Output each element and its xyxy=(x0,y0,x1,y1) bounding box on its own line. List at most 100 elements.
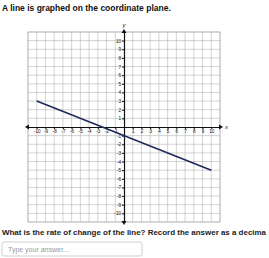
y-tick-label: 9 xyxy=(118,47,121,52)
x-tick: 2 xyxy=(141,127,144,134)
x-tick-label: 4 xyxy=(158,129,161,134)
plot-frame xyxy=(28,32,220,222)
question: What is the rate of change of the line? … xyxy=(2,228,267,237)
y-tick-label: 10 xyxy=(116,39,122,44)
y-tick-label: 8 xyxy=(118,56,121,61)
y-tick: -2 xyxy=(117,142,124,147)
y-tick-label: -10 xyxy=(114,211,121,216)
y-tick: 1 xyxy=(118,116,124,121)
y-tick: -7 xyxy=(117,185,124,190)
y-tick-label: 6 xyxy=(118,73,121,78)
x-tick-label: -3 xyxy=(96,129,101,134)
y-tick-label: -2 xyxy=(117,142,122,147)
y-tick-label: -4 xyxy=(117,160,122,165)
x-tick: -8 xyxy=(53,127,58,134)
x-tick: 3 xyxy=(149,127,152,134)
x-tick: -3 xyxy=(96,127,101,134)
x-tick-label: 2 xyxy=(141,129,144,134)
y-tick: -6 xyxy=(117,177,124,182)
x-tick-label: 7 xyxy=(184,129,187,134)
y-tick-mark xyxy=(122,213,124,214)
x-tick: -7 xyxy=(61,127,66,134)
x-tick: 9 xyxy=(202,127,205,134)
x-tick: 10 xyxy=(209,127,215,134)
y-tick: 7 xyxy=(118,65,124,70)
y-tick: 3 xyxy=(118,99,124,104)
y-tick: -4 xyxy=(117,160,124,165)
x-tick: 7 xyxy=(184,127,187,134)
y-tick-label: -5 xyxy=(117,168,122,173)
title: A line is graphed on the coordinate plan… xyxy=(2,3,171,13)
y-tick-mark xyxy=(122,49,124,50)
answer-placeholder[interactable]: Type your answer... xyxy=(8,246,69,254)
y-tick-mark xyxy=(122,205,124,206)
y-tick-mark xyxy=(122,67,124,68)
y-tick-mark xyxy=(122,170,124,171)
y-tick-mark xyxy=(122,162,124,163)
answer-box[interactable] xyxy=(2,242,142,256)
x-tick: -6 xyxy=(70,127,75,134)
x-tick-label: 5 xyxy=(167,129,170,134)
marks xyxy=(37,101,212,170)
y-tick-mark xyxy=(122,84,124,85)
page: A line is graphed on the coordinate plan… xyxy=(0,0,269,258)
x-tick-label: -4 xyxy=(88,129,93,134)
x-tick: 4 xyxy=(158,127,161,134)
x-tick-label: 3 xyxy=(149,129,152,134)
y-tick-mark xyxy=(122,144,124,145)
y-tick-label: 5 xyxy=(118,82,121,87)
y-axis: -10-9-8-7-6-5-4-3-2-112345678910 xyxy=(114,33,124,223)
x-axis-label: x xyxy=(224,124,229,130)
y-tick: 5 xyxy=(118,82,124,87)
grid xyxy=(28,32,220,222)
x-tick-label: -8 xyxy=(53,129,58,134)
x-tick-label: -6 xyxy=(70,129,75,134)
axis-arrows xyxy=(25,29,223,225)
y-tick: -8 xyxy=(117,194,124,199)
y-axis-line xyxy=(124,33,125,223)
y-tick-label: -9 xyxy=(117,203,122,208)
x-tick: -9 xyxy=(44,127,49,134)
y-tick: 10 xyxy=(116,39,124,44)
y-tick-label: 4 xyxy=(118,90,121,95)
y-tick-mark xyxy=(122,110,124,111)
y-tick: -9 xyxy=(117,203,124,208)
y-tick-mark xyxy=(122,187,124,188)
x-tick-label: -7 xyxy=(61,129,66,134)
y-tick-label: 7 xyxy=(118,65,121,70)
x-tick: 6 xyxy=(176,127,179,134)
y-tick-mark xyxy=(122,196,124,197)
x-tick-label: 9 xyxy=(202,129,205,134)
y-tick: 6 xyxy=(118,73,124,78)
x-tick: 1 xyxy=(132,127,135,134)
y-tick-label: 1 xyxy=(118,116,121,121)
x-tick-label: 10 xyxy=(209,129,215,134)
y-tick-label: -3 xyxy=(117,151,122,156)
y-tick-mark xyxy=(122,58,124,59)
y-tick-mark xyxy=(122,118,124,119)
y-tick-mark xyxy=(122,179,124,180)
x-tick: -10 xyxy=(34,127,41,134)
y-tick: 2 xyxy=(118,108,124,113)
x-tick-label: -10 xyxy=(34,129,41,134)
x-tick-label: 6 xyxy=(176,129,179,134)
x-tick: 8 xyxy=(193,127,196,134)
y-tick-label: 3 xyxy=(118,99,121,104)
y-tick: 8 xyxy=(118,56,124,61)
y-tick-label: 2 xyxy=(118,108,121,113)
arrow-down xyxy=(122,221,127,225)
y-tick: -10 xyxy=(114,211,124,216)
y-tick-mark xyxy=(122,92,124,93)
arrow-right xyxy=(219,125,223,130)
y-tick: 4 xyxy=(118,90,124,95)
y-axis-label: y xyxy=(122,22,127,28)
y-tick-label: -7 xyxy=(117,185,122,190)
y-tick-mark xyxy=(122,153,124,154)
y-tick: -5 xyxy=(117,168,124,173)
x-tick: -4 xyxy=(88,127,93,134)
x-tick: -5 xyxy=(79,127,84,134)
y-tick-mark xyxy=(122,101,124,102)
data-line xyxy=(37,101,212,170)
y-tick: -3 xyxy=(117,151,124,156)
y-tick: 9 xyxy=(118,47,124,52)
